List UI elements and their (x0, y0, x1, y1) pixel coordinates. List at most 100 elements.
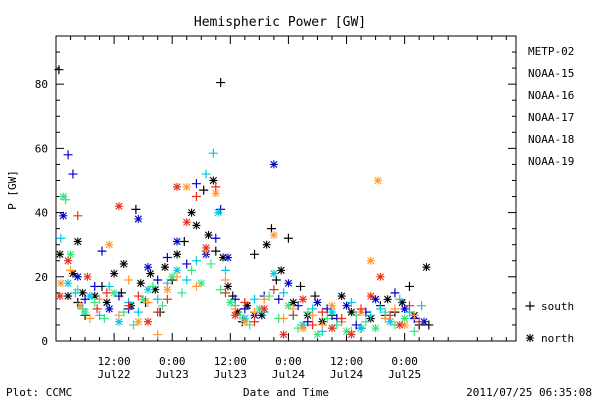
series-noaa-18 (56, 176, 419, 340)
north-point (342, 327, 351, 336)
south-point (63, 150, 73, 160)
south-point (153, 294, 163, 304)
south-point (271, 275, 281, 285)
north-point (347, 330, 356, 339)
north-point (337, 292, 346, 301)
south-point (128, 320, 138, 330)
north-point (366, 292, 375, 301)
south-point (114, 291, 124, 301)
north-point (223, 282, 232, 291)
north-point (277, 266, 286, 275)
south-point (172, 272, 182, 282)
north-point (73, 237, 82, 246)
south-point (211, 233, 221, 243)
north-point (400, 314, 409, 323)
south-point (68, 169, 78, 179)
south-point (250, 294, 260, 304)
south-point (182, 259, 192, 269)
north-point (223, 253, 232, 262)
south-point (404, 301, 414, 311)
north-point (395, 320, 404, 329)
north-point (134, 215, 143, 223)
north-point (55, 250, 64, 259)
series-noaa-16 (56, 148, 427, 336)
south-point (90, 281, 100, 291)
south-point (92, 304, 102, 314)
north-point (255, 304, 264, 313)
data-points (54, 65, 434, 340)
south-point (191, 192, 201, 202)
north-point (192, 221, 201, 230)
south-point (283, 233, 293, 243)
south-point (409, 326, 419, 336)
north-point (173, 266, 182, 275)
series-noaa-19 (55, 182, 424, 339)
north-point (139, 295, 148, 304)
south-point (361, 317, 371, 327)
south-point (424, 320, 434, 330)
north-point (420, 317, 428, 326)
south-point (395, 294, 405, 304)
legend-entry: NOAA-15 (528, 67, 574, 80)
north-point (110, 269, 119, 278)
north-point (313, 298, 322, 307)
north-point (55, 292, 64, 301)
legend-entry: NOAA-16 (528, 89, 574, 102)
south-point (317, 320, 327, 330)
south-point (99, 314, 109, 324)
x-tick-time-label: 12:00 (98, 355, 131, 368)
north-point (313, 330, 322, 339)
x-tick-date-label: Jul23 (214, 368, 247, 381)
south-point (56, 233, 66, 243)
south-point (417, 301, 427, 311)
north-point (182, 182, 191, 191)
north-point (81, 308, 90, 317)
south-point (104, 281, 114, 291)
south-point (90, 297, 100, 307)
south-point (220, 275, 230, 285)
legend: METP-02 NOAA-15 NOAA-16 NOAA-17 NOAA-18 NOAA-… (525, 45, 574, 345)
north-point (187, 208, 196, 217)
south-point (158, 301, 168, 311)
marker-legend-label: south (541, 300, 574, 313)
south-point (390, 288, 400, 298)
north-point (64, 292, 73, 301)
north-point (197, 279, 206, 288)
south-point (375, 304, 385, 314)
south-point (114, 310, 124, 320)
south-point (182, 275, 192, 285)
south-point (317, 307, 327, 317)
south-point (390, 304, 400, 314)
south-point (162, 294, 172, 304)
x-tick-time-label: 0:00 (391, 355, 418, 368)
south-point (95, 310, 105, 320)
north-point (209, 176, 218, 185)
north-point (168, 272, 177, 281)
north-point (105, 240, 114, 249)
north-point (64, 256, 73, 265)
north-point (119, 259, 128, 268)
north-point (73, 272, 82, 281)
north-point (357, 324, 366, 333)
north-point (231, 311, 240, 320)
north-point (173, 182, 182, 191)
south-point (250, 317, 260, 327)
north-point (219, 253, 228, 262)
north-point (211, 189, 220, 198)
north-point (260, 304, 269, 313)
north-point (202, 243, 211, 252)
south-point (250, 249, 260, 259)
x-tick-date-label: Jul24 (330, 368, 363, 381)
north-point (398, 298, 407, 307)
x-tick-time-label: 0:00 (275, 355, 302, 368)
south-point (216, 78, 226, 88)
north-point (83, 272, 92, 281)
north-point (204, 231, 213, 240)
north-point (400, 320, 409, 329)
north-point (160, 263, 169, 272)
south-point (124, 301, 134, 311)
south-point (351, 310, 361, 320)
south-point (133, 307, 143, 317)
north-point (56, 279, 65, 288)
south-point (102, 288, 112, 298)
